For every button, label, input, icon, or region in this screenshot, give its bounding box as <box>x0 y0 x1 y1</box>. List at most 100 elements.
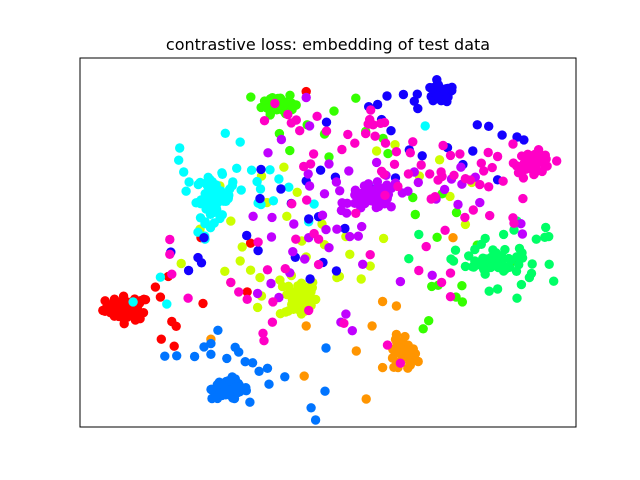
scatter-point <box>480 269 490 279</box>
scatter-point <box>468 146 478 156</box>
scatter-point <box>276 184 286 194</box>
scatter-point <box>299 161 309 172</box>
scatter-point <box>382 180 392 190</box>
scatter-point <box>516 219 526 229</box>
scatter-point <box>246 165 257 175</box>
scatter-point <box>450 245 461 255</box>
scatter-point <box>280 372 290 382</box>
scatter-point <box>268 196 279 206</box>
scatter-point <box>321 224 331 235</box>
scatter-point <box>470 244 480 255</box>
scatter-point <box>372 177 383 187</box>
scatter-point <box>475 197 485 208</box>
scatter-point <box>527 162 538 173</box>
scatter-point <box>292 187 302 197</box>
scatter-point <box>162 299 172 309</box>
scatter-point <box>287 295 298 305</box>
scatter-point <box>343 129 353 140</box>
scatter-point <box>253 237 263 247</box>
scatter-point <box>517 151 527 161</box>
scatter-point <box>531 234 541 244</box>
scatter-point <box>319 189 330 199</box>
scatter-point <box>276 134 287 145</box>
scatter-point <box>165 234 175 245</box>
scatter-point <box>432 232 442 242</box>
scatter-point <box>304 121 315 131</box>
scatter-point <box>183 265 194 276</box>
scatter-point <box>342 198 352 208</box>
scatter-point <box>295 126 305 136</box>
scatter-point <box>353 231 363 241</box>
scatter-point <box>497 130 507 140</box>
scatter-point <box>455 149 465 159</box>
scatter-point <box>255 184 266 194</box>
scatter-point <box>193 179 203 190</box>
scatter-point <box>171 321 181 331</box>
scatter-point <box>371 146 382 156</box>
scatter-point <box>280 97 290 107</box>
scatter-point <box>321 343 331 353</box>
scatter-point <box>240 357 250 367</box>
scatter-point <box>268 297 278 307</box>
scatter-point <box>512 293 522 303</box>
scatter-point <box>280 264 290 274</box>
scatter-point <box>446 254 456 264</box>
scatter-point <box>301 321 311 331</box>
scatter-point <box>468 205 478 215</box>
scatter-point <box>493 261 503 271</box>
scatter-point <box>155 272 166 282</box>
scatter-point <box>372 99 383 110</box>
scatter-point <box>531 149 541 159</box>
scatter-point <box>305 274 315 284</box>
scatter-point <box>331 266 342 276</box>
scatter-point <box>279 162 289 172</box>
scatter-point <box>516 279 527 290</box>
scatter-point <box>445 191 455 202</box>
scatter-point <box>265 110 275 120</box>
scatter-point <box>242 294 252 304</box>
scatter-point <box>448 233 458 243</box>
scatter-point <box>138 308 149 318</box>
scatter-point <box>460 261 471 272</box>
scatter-point <box>437 171 447 182</box>
scatter-point <box>206 384 216 395</box>
scatter-point <box>309 228 319 239</box>
scatter-point <box>515 164 526 174</box>
scatter-point <box>509 225 519 235</box>
scatter-point <box>283 109 293 120</box>
scatter-point <box>484 286 494 296</box>
scatter-point <box>174 155 184 165</box>
scatter-point <box>549 276 559 286</box>
scatter-point <box>425 169 435 179</box>
scatter-point <box>255 193 265 204</box>
scatter-point <box>226 216 236 226</box>
scatter-point <box>405 148 415 158</box>
scatter-point <box>259 336 269 346</box>
scatter-point <box>377 362 388 373</box>
scatter-point <box>305 290 315 300</box>
scatter-point <box>518 173 529 183</box>
scatter-point <box>310 415 321 425</box>
scatter-point <box>300 254 310 264</box>
scatter-point <box>301 92 311 103</box>
scatter-point <box>483 147 493 158</box>
scatter-point <box>259 116 270 126</box>
scatter-point <box>369 190 379 200</box>
scatter-point <box>416 160 426 170</box>
scatter-point <box>413 177 423 188</box>
scatter-point <box>331 177 342 187</box>
scatter-point <box>222 353 232 364</box>
scatter-point <box>258 328 268 338</box>
scatter-point <box>235 137 245 147</box>
scatter-point <box>189 351 200 362</box>
scatter-point <box>235 256 245 266</box>
scatter-point <box>544 259 554 269</box>
scatter-point <box>329 106 339 116</box>
scatter-point <box>286 118 296 128</box>
scatter-point <box>284 182 294 192</box>
scatter-point <box>224 387 234 397</box>
scatter-point <box>289 219 299 229</box>
scatter-point <box>439 184 450 195</box>
scatter-point <box>100 296 110 306</box>
scatter-point <box>414 229 424 240</box>
